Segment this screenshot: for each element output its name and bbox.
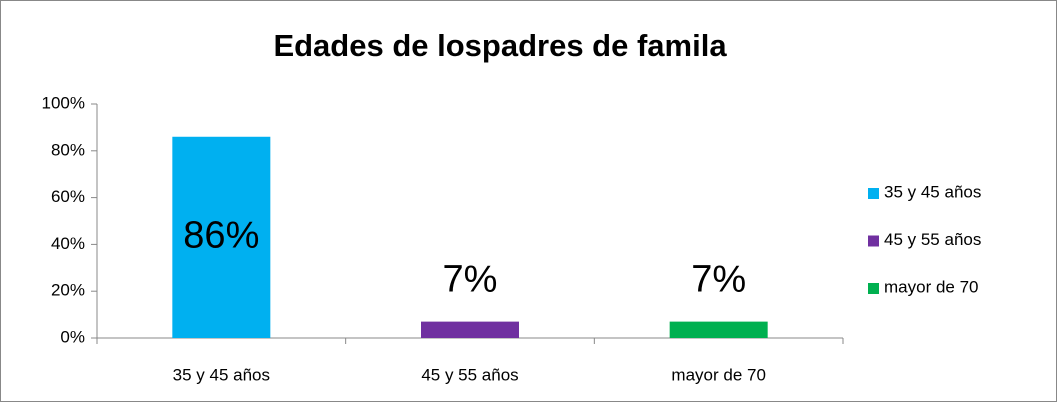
- y-tick-label: 20%: [51, 281, 85, 300]
- x-tick-label: 35 y 45 años: [173, 365, 270, 384]
- data-label: 7%: [443, 259, 498, 301]
- x-tick-label: 45 y 55 años: [421, 365, 518, 384]
- legend-swatch: [868, 188, 879, 199]
- chart-title: Edades de lospadres de famila: [273, 28, 727, 63]
- bar: [669, 321, 768, 338]
- y-tick-label: 80%: [51, 140, 85, 159]
- y-tick-label: 0%: [60, 327, 85, 346]
- x-tick-label: mayor de 70: [671, 365, 766, 384]
- bar: [172, 136, 271, 338]
- legend-label: mayor de 70: [884, 277, 979, 296]
- legend-swatch: [868, 235, 879, 247]
- legend-label: 35 y 45 años: [884, 182, 981, 201]
- y-tick-label: 100%: [42, 93, 85, 112]
- bar: [421, 321, 519, 338]
- data-label: 7%: [691, 259, 746, 301]
- y-tick-label: 60%: [51, 187, 85, 206]
- legend-swatch: [868, 283, 879, 294]
- legend-label: 45 y 55 años: [884, 230, 981, 249]
- data-label: 86%: [183, 214, 259, 256]
- y-tick-label: 40%: [51, 234, 85, 253]
